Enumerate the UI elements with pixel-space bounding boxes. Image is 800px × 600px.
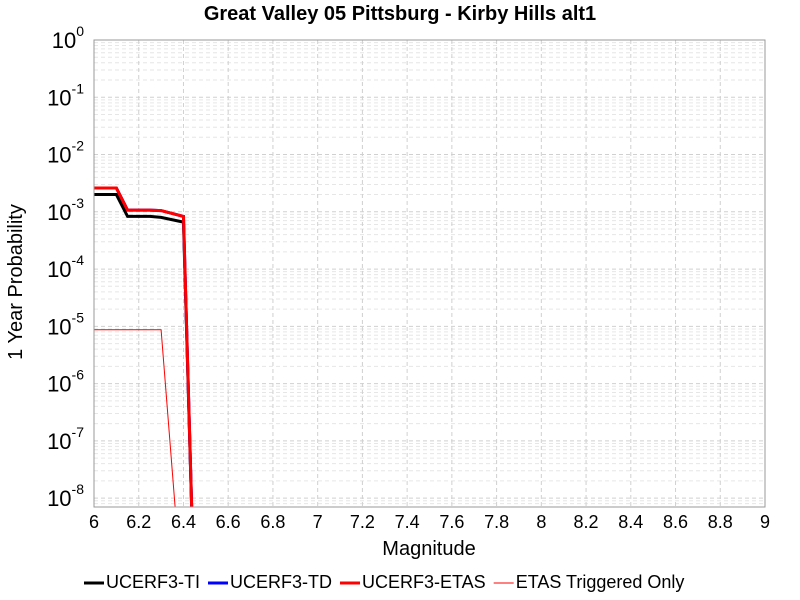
series-line bbox=[94, 329, 176, 507]
y-tick-base: 10 bbox=[47, 200, 71, 225]
x-tick-label: 8 bbox=[536, 512, 546, 532]
y-tick-label: 10-3 bbox=[47, 195, 84, 225]
x-tick-label: 8.4 bbox=[618, 512, 643, 532]
legend: UCERF3-TI UCERF3-TD UCERF3-ETAS ETAS Trigge… bbox=[84, 572, 684, 592]
y-tick-exponent: -1 bbox=[72, 80, 85, 96]
x-tick-label: 7.4 bbox=[395, 512, 420, 532]
legend-label: UCERF3-TI bbox=[106, 572, 200, 592]
legend-label: UCERF3-ETAS bbox=[362, 572, 486, 592]
y-tick-base: 10 bbox=[47, 429, 71, 454]
y-tick-base: 10 bbox=[47, 257, 71, 282]
y-tick-exponent: -2 bbox=[72, 138, 85, 154]
y-tick-label: 100 bbox=[52, 23, 84, 53]
series-line bbox=[94, 186, 194, 507]
y-tick-exponent: -7 bbox=[72, 424, 85, 440]
y-tick-exponent: 0 bbox=[76, 23, 84, 39]
x-tick-label: 7.6 bbox=[439, 512, 464, 532]
y-tick-label: 10-8 bbox=[47, 481, 84, 511]
x-tick-label: 9 bbox=[760, 512, 770, 532]
y-tick-base: 10 bbox=[47, 486, 71, 511]
y-tick-exponent: -4 bbox=[72, 252, 85, 268]
x-tick-label: 8.6 bbox=[663, 512, 688, 532]
y-tick-exponent: -5 bbox=[72, 309, 85, 325]
y-tick-label: 10-6 bbox=[47, 367, 84, 397]
y-tick-base: 10 bbox=[52, 28, 76, 53]
x-tick-label: 7.2 bbox=[350, 512, 375, 532]
y-axis-label: 1 Year Probability bbox=[5, 204, 27, 360]
y-tick-exponent: -3 bbox=[72, 195, 85, 211]
y-tick-base: 10 bbox=[47, 143, 71, 168]
x-tick-label: 6.8 bbox=[260, 512, 285, 532]
x-tick-label: 7.8 bbox=[484, 512, 509, 532]
y-tick-label: 10-5 bbox=[47, 309, 84, 339]
y-tick-base: 10 bbox=[47, 372, 71, 397]
y-tick-exponent: -6 bbox=[72, 367, 85, 383]
x-tick-label: 6 bbox=[89, 512, 99, 532]
y-tick-base: 10 bbox=[47, 314, 71, 339]
y-tick-base: 10 bbox=[47, 85, 71, 110]
x-tick-label: 8.8 bbox=[708, 512, 733, 532]
y-tick-label: 10-1 bbox=[47, 80, 84, 110]
y-tick-label: 10-7 bbox=[47, 424, 84, 454]
plot-lines bbox=[94, 186, 194, 507]
x-tick-label: 7 bbox=[313, 512, 323, 532]
y-tick-label: 10-2 bbox=[47, 138, 84, 168]
x-tick-label: 6.2 bbox=[126, 512, 151, 532]
x-axis-label: Magnitude bbox=[382, 538, 475, 560]
legend-label: UCERF3-TD bbox=[230, 572, 332, 592]
legend-label: ETAS Triggered Only bbox=[516, 572, 685, 592]
chart-title: Great Valley 05 Pittsburg - Kirby Hills … bbox=[204, 3, 596, 25]
plot-frame bbox=[93, 39, 766, 508]
y-tick-label: 10-4 bbox=[47, 252, 84, 282]
x-tick-label: 6.4 bbox=[171, 512, 196, 532]
x-tick-label: 8.2 bbox=[574, 512, 599, 532]
y-tick-exponent: -8 bbox=[72, 481, 85, 497]
x-tick-label: 6.6 bbox=[216, 512, 241, 532]
